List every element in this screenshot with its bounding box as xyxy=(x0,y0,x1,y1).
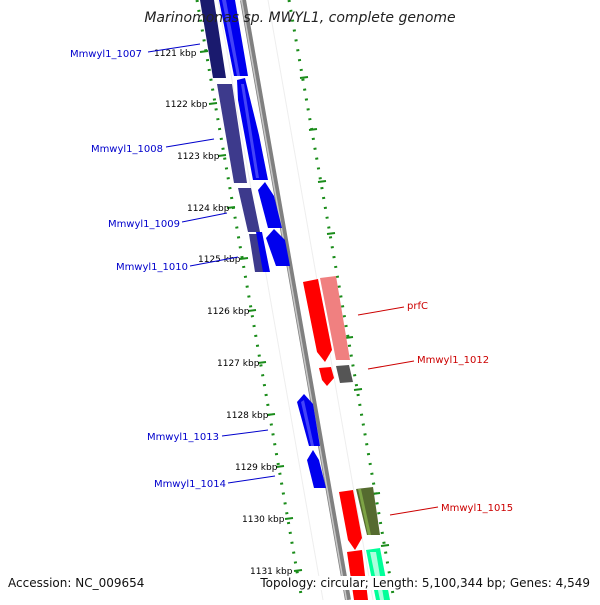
gene-labels: Mmwyl1_1007 Mmwyl1_1008 Mmwyl1_1009 Mmwy… xyxy=(70,49,513,514)
ruler-tick-label: 1124 kbp xyxy=(187,204,230,214)
ruler-tick xyxy=(226,206,236,209)
left-lane-guide xyxy=(217,0,324,601)
ruler: 1121 kbp 1122 kbp 1123 kbp 1124 kbp 1125… xyxy=(154,49,303,577)
gene-label[interactable]: Mmwyl1_1012 xyxy=(417,355,489,366)
ruler-tick-label: 1129 kbp xyxy=(235,463,278,473)
ruler-tick xyxy=(199,50,209,53)
gene-label[interactable]: prfC xyxy=(407,301,428,312)
right-dotted-track xyxy=(287,0,396,601)
gene-label[interactable]: Mmwyl1_1015 xyxy=(441,503,513,514)
gene-block-prfc[interactable] xyxy=(303,276,350,362)
gene-label[interactable]: Mmwyl1_1007 xyxy=(70,49,142,60)
ruler-tick xyxy=(247,309,257,312)
ruler-tick-label: 1122 kbp xyxy=(165,100,208,110)
gene-block-mmwyl1-1010[interactable] xyxy=(249,229,290,272)
ruler-tick-label: 1131 kbp xyxy=(250,567,293,577)
gene-label[interactable]: Mmwyl1_1014 xyxy=(154,479,226,490)
topology-text: Topology: circular; Length: 5,100,344 bp… xyxy=(260,576,590,590)
genome-backbone xyxy=(240,0,351,601)
ruler-tick xyxy=(239,257,249,260)
gene-block-mmwyl1-1012[interactable] xyxy=(319,365,353,386)
ruler-tick-label: 1130 kbp xyxy=(242,515,285,525)
gene-label[interactable]: Mmwyl1_1013 xyxy=(147,432,219,443)
gene-block-mmwyl1-1007[interactable] xyxy=(200,0,248,78)
ruler-tick-label: 1123 kbp xyxy=(177,152,220,162)
gene-block-mmwyl1-1014[interactable] xyxy=(307,450,326,488)
ruler-tick-label: 1121 kbp xyxy=(154,49,197,59)
ruler-tick xyxy=(266,413,276,416)
ruler-tick-label: 1126 kbp xyxy=(207,307,250,317)
ruler-tick-label: 1128 kbp xyxy=(226,411,269,421)
gene-label[interactable]: Mmwyl1_1008 xyxy=(91,144,163,155)
ruler-tick xyxy=(284,517,294,520)
ruler-tick xyxy=(293,569,303,572)
ruler-tick xyxy=(208,102,218,105)
ruler-tick-label: 1127 kbp xyxy=(217,359,260,369)
gene-label[interactable]: Mmwyl1_1009 xyxy=(108,219,180,230)
gene-callouts xyxy=(147,43,439,516)
accession-text: Accession: NC_009654 xyxy=(8,576,145,590)
right-track-ticks xyxy=(299,76,390,547)
ruler-tick xyxy=(275,465,285,468)
gene-block-mmwyl1-1008[interactable] xyxy=(217,78,268,183)
left-dotted-track xyxy=(195,0,304,601)
gene-label[interactable]: Mmwyl1_1010 xyxy=(116,262,188,273)
gene-block-mmwyl1-1009[interactable] xyxy=(238,182,282,232)
ruler-tick xyxy=(257,361,267,364)
gene-block-mmwyl1-1013[interactable] xyxy=(297,394,320,446)
ruler-tick xyxy=(217,154,227,157)
genome-backbone-highlight xyxy=(240,0,348,601)
map-title: Marinomonas sp. MWYL1, complete genome xyxy=(144,10,456,26)
